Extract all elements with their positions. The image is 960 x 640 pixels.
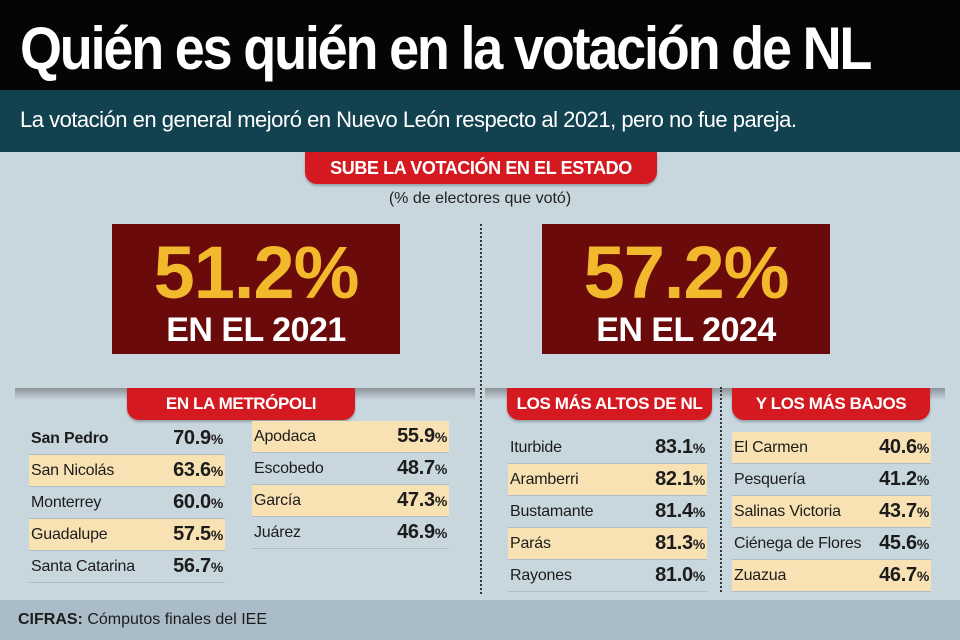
municipality-name: El Carmen [734, 438, 808, 456]
source-body: Cómputos finales del IEE [82, 611, 267, 628]
turnout-value-2021: 51.2% [153, 231, 360, 314]
turnout-value: 45.6% [879, 532, 929, 554]
municipality-name: Bustamante [510, 502, 594, 520]
turnout-value: 81.0% [655, 564, 705, 586]
turnout-value: 81.4% [655, 500, 705, 522]
municipality-name: Pesquería [734, 470, 806, 488]
highest-section-label: LOS MÁS ALTOS DE NL [507, 388, 712, 420]
table-row: Guadalupe 57.5% [29, 519, 225, 551]
source-footer: CIFRAS: Cómputos finales del IEE [0, 600, 960, 640]
subtitle-bar: La votación en general mejoró en Nuevo L… [0, 90, 960, 152]
turnout-value-2024: 57.2% [583, 231, 790, 314]
table-row: Zuazua 46.7% [732, 560, 931, 592]
table-row: Parás 81.3% [508, 528, 707, 560]
table-row: San Pedro 70.9% [29, 423, 225, 455]
municipality-name: Iturbide [510, 438, 562, 456]
turnout-value: 47.3% [397, 489, 447, 511]
municipality-name: Monterrey [31, 493, 102, 511]
turnout-value: 83.1% [655, 436, 705, 458]
municipality-name: Ciénega de Flores [734, 534, 862, 552]
table-row: Monterrey 60.0% [29, 487, 225, 519]
municipality-name: Escobedo [254, 459, 324, 477]
municipality-name: Zuazua [734, 566, 787, 584]
municipality-name: San Pedro [31, 429, 109, 447]
municipality-name: San Nicolás [31, 461, 115, 479]
page-subtitle: La votación en general mejoró en Nuevo L… [20, 107, 797, 132]
turnout-value: 55.9% [397, 425, 447, 447]
table-row: Iturbide 83.1% [508, 432, 707, 464]
highest-table: Iturbide 83.1% Aramberri 82.1% Bustamante 8… [508, 432, 707, 592]
turnout-value: 57.5% [173, 523, 223, 545]
municipality-name: Juárez [254, 523, 301, 541]
table-row: Rayones 81.0% [508, 560, 707, 592]
municipality-name: Apodaca [254, 427, 316, 445]
lowest-table: El Carmen 40.6% Pesquería 41.2% Salinas Vi… [732, 432, 931, 592]
municipality-name: Guadalupe [31, 525, 108, 543]
turnout-year-2024: EN EL 2024 [596, 311, 776, 349]
turnout-value: 46.9% [397, 521, 447, 543]
turnout-value: 40.6% [879, 436, 929, 458]
municipality-name: Rayones [510, 566, 572, 584]
municipality-name: García [254, 491, 301, 509]
municipality-name: Santa Catarina [31, 557, 135, 575]
turnout-value: 60.0% [173, 491, 223, 513]
turnout-value: 43.7% [879, 500, 929, 522]
turnout-value: 63.6% [173, 459, 223, 481]
turnout-value: 81.3% [655, 532, 705, 554]
content-section: SUBE LA VOTACIÓN EN EL ESTADO (% de elec… [0, 152, 960, 600]
metro-section-label: EN LA METRÓPOLI [127, 388, 355, 420]
table-row: Santa Catarina 56.7% [29, 551, 225, 583]
table-row: Juárez 46.9% [252, 517, 449, 549]
turnout-value: 48.7% [397, 457, 447, 479]
turnout-box-2024: 57.2% EN EL 2024 [542, 224, 830, 354]
municipality-name: Salinas Victoria [734, 502, 841, 520]
vertical-divider [480, 224, 482, 594]
table-row: Bustamante 81.4% [508, 496, 707, 528]
table-row: Salinas Victoria 43.7% [732, 496, 931, 528]
table-row: Aramberri 82.1% [508, 464, 707, 496]
source-label: CIFRAS: [18, 611, 83, 628]
turnout-value: 46.7% [879, 564, 929, 586]
state-section-label: SUBE LA VOTACIÓN EN EL ESTADO [305, 152, 657, 184]
table-row: San Nicolás 63.6% [29, 455, 225, 487]
title-bar: Quién es quién en la votación de NL [0, 0, 960, 90]
table-row: García 47.3% [252, 485, 449, 517]
turnout-box-2021: 51.2% EN EL 2021 [112, 224, 400, 354]
turnout-value: 56.7% [173, 555, 223, 577]
turnout-value: 41.2% [879, 468, 929, 490]
vertical-divider-right [720, 387, 722, 592]
source-text: CIFRAS: Cómputos finales del IEE [18, 611, 267, 629]
table-row: Apodaca 55.9% [252, 421, 449, 453]
turnout-year-2021: EN EL 2021 [166, 311, 346, 349]
unit-note: (% de electores que votó) [388, 190, 572, 207]
table-row: El Carmen 40.6% [732, 432, 931, 464]
lowest-section-label: Y LOS MÁS BAJOS [732, 388, 930, 420]
metro-table-col2: Apodaca 55.9% Escobedo 48.7% García 47.3% J… [252, 421, 449, 549]
municipality-name: Parás [510, 534, 551, 552]
table-row: Pesquería 41.2% [732, 464, 931, 496]
table-row: Escobedo 48.7% [252, 453, 449, 485]
table-row: Ciénega de Flores 45.6% [732, 528, 931, 560]
turnout-value: 82.1% [655, 468, 705, 490]
turnout-value: 70.9% [173, 427, 223, 449]
municipality-name: Aramberri [510, 470, 579, 488]
metro-table-col1: San Pedro 70.9% San Nicolás 63.6% Monterre… [29, 423, 225, 583]
page-title: Quién es quién en la votación de NL [20, 15, 872, 83]
